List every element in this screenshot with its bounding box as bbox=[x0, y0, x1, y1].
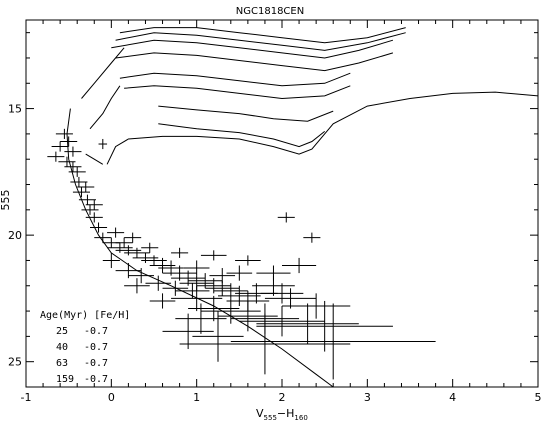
y-tick-label: 20 bbox=[8, 229, 22, 242]
data-point bbox=[145, 275, 172, 291]
x-label-sub-160: 160 bbox=[294, 414, 307, 422]
data-point bbox=[192, 311, 244, 362]
legend-age-2: 40 bbox=[56, 342, 68, 353]
isochrone-line bbox=[81, 47, 125, 99]
isochrone-line bbox=[119, 72, 351, 87]
data-point bbox=[218, 300, 278, 332]
data-point bbox=[64, 161, 82, 172]
data-point bbox=[94, 232, 112, 243]
legend-age-4: 159 bbox=[56, 374, 74, 385]
y-axis-ticks: 15 20 25 bbox=[8, 32, 538, 388]
data-point bbox=[209, 268, 236, 284]
x-label-sub-555: 555 bbox=[264, 414, 277, 422]
data-point bbox=[70, 176, 88, 188]
isochrone-line bbox=[119, 27, 406, 44]
data-point bbox=[226, 265, 253, 281]
data-point bbox=[303, 232, 321, 243]
x-label-v: V bbox=[256, 407, 264, 420]
data-point bbox=[124, 232, 142, 243]
isochrone-line bbox=[158, 123, 326, 148]
data-point bbox=[64, 146, 82, 157]
data-point bbox=[264, 288, 317, 309]
data-point bbox=[277, 212, 295, 223]
legend-age-1: 25 bbox=[56, 326, 68, 337]
data-point bbox=[162, 280, 189, 296]
x-axis-label: V555−H160 bbox=[256, 407, 308, 422]
y-tick-label: 15 bbox=[8, 103, 22, 116]
isochrone-line bbox=[66, 108, 334, 388]
isochrone-line bbox=[89, 85, 121, 130]
data-point bbox=[200, 250, 227, 261]
data-point bbox=[85, 199, 103, 210]
data-point bbox=[256, 303, 359, 344]
data-point bbox=[107, 227, 125, 238]
isochrone-line bbox=[111, 39, 394, 59]
data-point bbox=[256, 265, 291, 281]
legend-feh-1: -0.7 bbox=[84, 326, 108, 337]
x-tick-label: 4 bbox=[449, 391, 456, 404]
data-point bbox=[90, 222, 108, 233]
data-point bbox=[124, 278, 150, 294]
data-point bbox=[55, 128, 73, 139]
isochrone-line bbox=[158, 105, 334, 122]
legend-header: Age(Myr) [Fe/H] bbox=[40, 310, 130, 321]
data-point bbox=[235, 255, 261, 266]
y-axis-label: 555 bbox=[0, 190, 12, 211]
x-label-minus-h: −H bbox=[277, 407, 295, 420]
data-point bbox=[175, 283, 210, 299]
data-point bbox=[141, 242, 159, 253]
isochrone-line bbox=[85, 153, 104, 165]
data-point bbox=[81, 204, 99, 215]
isochrone-line bbox=[106, 91, 539, 165]
isochrone-line bbox=[115, 52, 394, 72]
data-point bbox=[78, 194, 96, 205]
data-point bbox=[98, 138, 108, 150]
data-point bbox=[200, 298, 261, 324]
x-tick-label: -1 bbox=[21, 391, 32, 404]
data-point bbox=[102, 252, 120, 269]
legend-feh-2: -0.7 bbox=[84, 342, 108, 353]
data-point bbox=[239, 306, 325, 337]
x-tick-label: 5 bbox=[535, 391, 542, 404]
data-point bbox=[282, 293, 351, 319]
legend-feh-3: -0.7 bbox=[84, 358, 108, 369]
data-point bbox=[162, 313, 214, 350]
data-point bbox=[260, 283, 304, 304]
data-point bbox=[47, 151, 65, 162]
isochrone-line bbox=[115, 32, 406, 51]
svg-text:V555−H160: V555−H160 bbox=[256, 407, 308, 422]
data-point bbox=[72, 187, 90, 198]
data-point bbox=[51, 141, 69, 152]
data-point bbox=[218, 285, 261, 307]
data-point bbox=[115, 237, 133, 248]
data-point bbox=[183, 260, 210, 276]
y-tick-label: 25 bbox=[8, 356, 22, 369]
data-point bbox=[282, 257, 317, 274]
data-point bbox=[179, 313, 351, 375]
isochrone-line bbox=[124, 85, 351, 100]
x-tick-label: 1 bbox=[193, 391, 200, 404]
data-point bbox=[149, 293, 176, 309]
data-point bbox=[171, 247, 189, 258]
chart-title: NGC1818CEN bbox=[236, 6, 304, 17]
legend: Age(Myr) [Fe/H] 25 -0.7 40 -0.7 63 -0.7 … bbox=[40, 310, 130, 385]
x-tick-label: 3 bbox=[364, 391, 371, 404]
x-axis-ticks: -1 0 1 2 3 4 5 bbox=[21, 20, 542, 404]
data-point bbox=[85, 212, 103, 223]
x-tick-label: 2 bbox=[279, 391, 286, 404]
data-point bbox=[175, 303, 227, 334]
isochrone-curves bbox=[66, 27, 539, 388]
data-point bbox=[77, 181, 95, 193]
legend-feh-4: -0.7 bbox=[84, 374, 108, 385]
data-point bbox=[230, 303, 436, 380]
data-point bbox=[256, 300, 393, 352]
x-tick-label: 0 bbox=[108, 391, 115, 404]
data-point bbox=[188, 295, 240, 322]
data-point bbox=[60, 136, 78, 147]
data-point bbox=[68, 166, 86, 177]
data-points bbox=[47, 128, 436, 380]
legend-age-3: 63 bbox=[56, 358, 68, 369]
data-point bbox=[128, 268, 154, 284]
